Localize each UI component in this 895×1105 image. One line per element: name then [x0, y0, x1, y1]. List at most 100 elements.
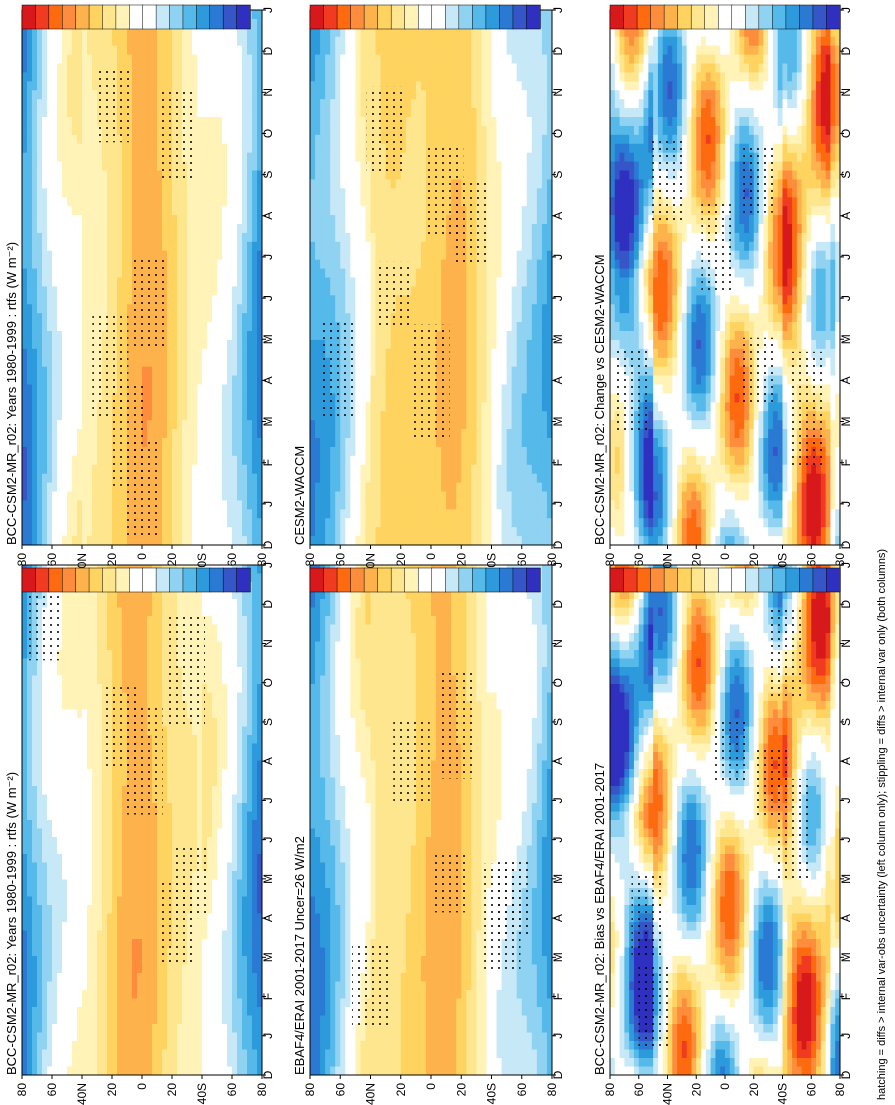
month-tick-label: J	[551, 295, 565, 301]
lat-tick-label: 80	[303, 553, 317, 567]
month-tick-label: J	[261, 7, 275, 13]
lat-tick-label: 60	[333, 1083, 347, 1097]
month-tick-label: O	[839, 129, 853, 138]
month-tick-label: M	[261, 417, 275, 427]
month-tick-label: J	[839, 562, 853, 568]
month-tick-label: N	[551, 88, 565, 97]
colorbar-flux	[309, 567, 541, 593]
month-tick-label: M	[839, 417, 853, 427]
month-tick-label: A	[261, 914, 275, 922]
month-tick-label: J	[261, 295, 275, 301]
lat-tick-label: 0	[135, 553, 149, 560]
month-tick-label: A	[839, 376, 853, 384]
month-tick-label: A	[839, 757, 853, 765]
lat-tick-label: 80	[833, 1083, 847, 1097]
month-tick-label: J	[551, 7, 565, 13]
lat-tick-label: 40N	[75, 1083, 89, 1105]
month-tick-label: A	[551, 376, 565, 384]
panel-title: BCC-CSM2-MR_r02: Years 1980-1999 : rtfs …	[4, 242, 19, 545]
lat-tick-label: 60	[45, 553, 59, 567]
month-tick-label: J	[551, 797, 565, 803]
month-tick-label: M	[261, 874, 275, 884]
lat-tick-label: 80	[833, 553, 847, 567]
month-tick-label: O	[261, 129, 275, 138]
panel-field	[610, 10, 840, 545]
colorbar-diff	[609, 4, 841, 30]
lat-tick-label: 0	[424, 1083, 438, 1090]
lat-tick-label: 20	[394, 1083, 408, 1097]
month-tick-label: O	[551, 678, 565, 687]
month-tick-label: J	[551, 1033, 565, 1039]
panel-cesm: 80 60 40N 20 0 20 40S 60 80DJFMAMJJASONDJCESM2-W…	[292, 7, 565, 575]
month-tick-label: F	[551, 459, 565, 466]
month-tick-label: D	[261, 46, 275, 55]
lat-tick-label: 60	[515, 553, 529, 567]
month-tick-label: O	[839, 678, 853, 687]
month-tick-label: J	[261, 797, 275, 803]
month-tick-label: A	[839, 212, 853, 220]
lat-tick-label: 60	[804, 1083, 818, 1097]
month-tick-label: D	[261, 600, 275, 609]
month-tick-label: F	[261, 459, 275, 466]
month-tick-label: O	[261, 678, 275, 687]
month-tick-label: M	[551, 417, 565, 427]
panel-change: 80 60 40N 20 0 20 40S 60 80DJFMAMJJASONDJBCC-CSM…	[592, 7, 853, 575]
lat-tick-label: 20	[105, 1083, 119, 1097]
lat-tick-label: 60	[225, 553, 239, 567]
lat-tick-label: 20	[747, 1083, 761, 1097]
month-tick-label: O	[551, 129, 565, 138]
panel-field	[310, 565, 552, 1075]
panel-bias: 80 60 40N 20 0 20 40S 60 80 D J F M A M J J A S O N D J BCC-CSM…	[592, 562, 853, 1105]
lat-tick-label: 0	[424, 553, 438, 560]
month-tick-label: J	[261, 837, 275, 843]
panel-bcc-left: 80 60 40N 20 0 20 40S 60 80 D J F M A M J J A S O N D J BCC-CSM…	[4, 562, 275, 1105]
month-tick-label: D	[839, 1070, 853, 1079]
month-tick-label: D	[551, 46, 565, 55]
panel-field	[22, 10, 262, 545]
panel-title: BCC-CSM2-MR_r02: Bias vs EBAF4/ERAI 2001…	[592, 763, 607, 1075]
month-tick-label: N	[261, 639, 275, 648]
panel-field	[310, 10, 552, 545]
month-tick-label: J	[839, 1033, 853, 1039]
month-tick-label: J	[261, 1033, 275, 1039]
panel-title: BCC-CSM2-MR_r02: Years 1980-1999 : rtfs …	[4, 772, 19, 1075]
month-tick-label: M	[261, 334, 275, 344]
lat-tick-label: 60	[333, 553, 347, 567]
month-tick-label: J	[261, 254, 275, 260]
month-tick-label: F	[551, 993, 565, 1000]
month-tick-label: S	[839, 171, 853, 179]
month-tick-label: D	[261, 1070, 275, 1079]
panel-ebaf: 80 60 40N 20 0 20 40S 60 80 D J F M A M J J A S O N D J EBAF4/E…	[292, 562, 565, 1105]
month-tick-label: D	[839, 600, 853, 609]
lat-tick-label: 40S	[776, 1083, 790, 1104]
month-tick-label: M	[839, 334, 853, 344]
lat-tick-label: 80	[303, 1083, 317, 1097]
month-tick-label: N	[261, 88, 275, 97]
month-tick-label: N	[551, 639, 565, 648]
colorbar-flux	[309, 4, 541, 30]
panel-field	[610, 565, 840, 1075]
month-tick-label: J	[551, 837, 565, 843]
lat-tick-label: 40N	[364, 1083, 378, 1105]
lat-tick-label: 80	[255, 553, 269, 567]
lat-tick-label: 20	[165, 1083, 179, 1097]
lat-tick-label: 20	[165, 553, 179, 567]
lat-tick-label: 80	[545, 1083, 559, 1097]
month-tick-label: J	[839, 837, 853, 843]
month-tick-label: J	[839, 295, 853, 301]
lat-tick-label: 80	[603, 1083, 617, 1097]
month-tick-label: A	[551, 914, 565, 922]
month-tick-label: A	[551, 212, 565, 220]
month-tick-label: S	[551, 718, 565, 726]
month-tick-label: M	[839, 874, 853, 884]
month-tick-label: M	[261, 952, 275, 962]
lat-tick-label: 0	[135, 1083, 149, 1090]
month-tick-label: S	[839, 718, 853, 726]
month-tick-label: S	[261, 171, 275, 179]
lat-tick-label: 60	[45, 1083, 59, 1097]
month-tick-label: D	[839, 540, 853, 549]
lat-tick-label: 80	[15, 553, 29, 567]
colorbar-flux	[21, 567, 251, 593]
month-tick-label: J	[551, 562, 565, 568]
